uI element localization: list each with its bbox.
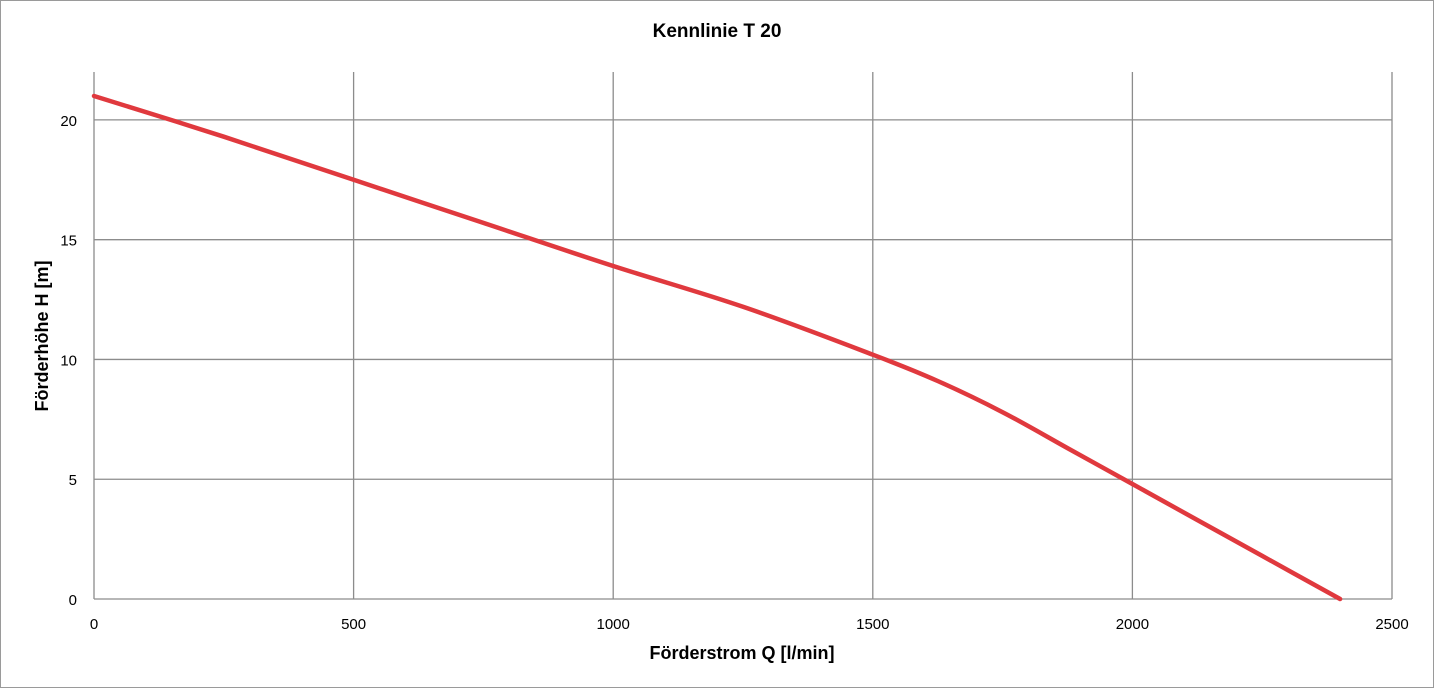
horizontal-gridlines xyxy=(94,119,1392,600)
vertical-gridlines xyxy=(93,72,1393,599)
y-tick-label: 5 xyxy=(69,472,77,489)
y-axis-title: Förderhöhe H [m] xyxy=(32,261,52,412)
x-tick-label: 0 xyxy=(90,616,98,633)
x-tick-label: 1500 xyxy=(856,616,889,633)
x-axis-ticks: 0 500 1000 1500 2000 2500 xyxy=(90,616,1409,633)
series-layer xyxy=(91,93,1343,602)
x-tick-label: 2000 xyxy=(1116,616,1149,633)
x-tick-label: 1000 xyxy=(597,616,630,633)
y-tick-label: 0 xyxy=(69,592,77,609)
x-tick-label: 500 xyxy=(341,616,366,633)
chart-title: Kennlinie T 20 xyxy=(652,21,782,42)
y-axis-ticks: 0 5 10 15 20 xyxy=(60,113,77,609)
x-axis-title: Förderstrom Q [l/min] xyxy=(649,643,834,663)
y-tick-label: 10 xyxy=(60,352,77,369)
x-tick-label: 2500 xyxy=(1375,616,1408,633)
y-tick-label: 20 xyxy=(60,113,77,130)
series-line xyxy=(91,93,1343,602)
y-tick-label: 15 xyxy=(60,233,77,250)
